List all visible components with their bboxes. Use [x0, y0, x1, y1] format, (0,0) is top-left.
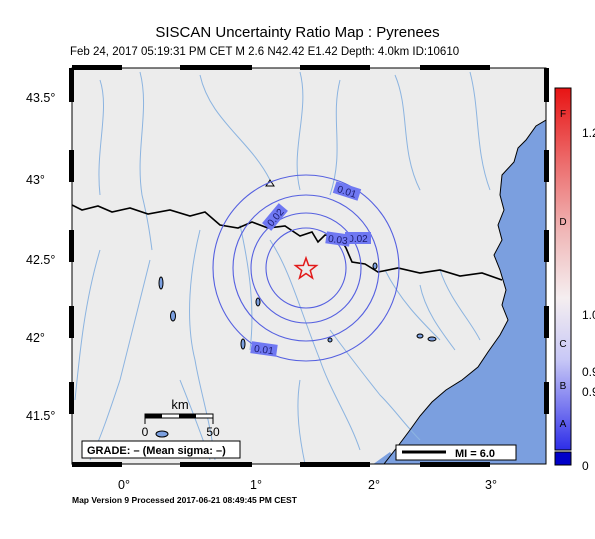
contour-label: 0.01: [250, 341, 278, 358]
lat-label: 41.5°: [26, 409, 56, 423]
svg-text:0.01: 0.01: [253, 344, 274, 358]
colorbar-letter-b: B: [560, 381, 567, 392]
lat-label: 43°: [26, 173, 45, 187]
svg-text:GRADE: – (Mean sigma: –): GRADE: – (Mean sigma: –): [87, 445, 226, 457]
colorbar-value: 1.0: [582, 308, 595, 322]
border: [72, 204, 503, 281]
color-bar-zero: [554, 451, 572, 466]
map-version-footer: Map Version 9 Processed 2017-06-21 08:49…: [72, 495, 297, 505]
svg-text:0.03: 0.03: [327, 234, 348, 248]
colorbar-letter-f: F: [560, 109, 566, 120]
colorbar-value: 1.2: [582, 126, 595, 140]
lat-label: 42.5°: [26, 253, 56, 267]
uncertainty-contours: [212, 174, 400, 362]
frame-ticks: [69, 65, 549, 467]
svg-text:0.02: 0.02: [348, 234, 368, 245]
lon-label: 1°: [250, 478, 262, 492]
svg-text:0: 0: [142, 425, 149, 439]
sea-area: [384, 120, 546, 464]
star-icon: [293, 255, 319, 280]
lat-label: 43.5°: [26, 91, 56, 105]
colorbar-letter-c: C: [559, 339, 566, 350]
contour-label: 0.03: [325, 231, 351, 248]
colorbar-letter-d: D: [559, 217, 566, 228]
lon-label: 2°: [368, 478, 380, 492]
mi-legend: MI = 6.0: [395, 444, 517, 461]
contour-label: 0.02: [345, 232, 371, 245]
color-bar: [554, 87, 572, 451]
svg-text:50: 50: [206, 425, 220, 439]
colorbar-letter-a: A: [560, 419, 567, 430]
lon-label: 3°: [485, 478, 497, 492]
colorbar-value: 0.9: [582, 385, 595, 399]
colorbar-value: 0: [582, 459, 589, 473]
lon-label: 0°: [118, 478, 130, 492]
lakes: [155, 262, 437, 438]
lat-label: 42°: [26, 331, 45, 345]
scale-bar: km 0 50: [142, 397, 220, 439]
svg-text:MI = 6.0: MI = 6.0: [455, 448, 495, 460]
colorbar-value: 0.9: [582, 365, 595, 379]
svg-text:km: km: [171, 397, 188, 412]
map-title: SISCAN Uncertainty Ratio Map : Pyrenees: [155, 24, 440, 41]
event-info: Feb 24, 2017 05:19:31 PM CET M 2.6 N42.4…: [70, 46, 460, 58]
coastline: [383, 119, 546, 464]
grade-box: GRADE: – (Mean sigma: –): [81, 440, 241, 459]
